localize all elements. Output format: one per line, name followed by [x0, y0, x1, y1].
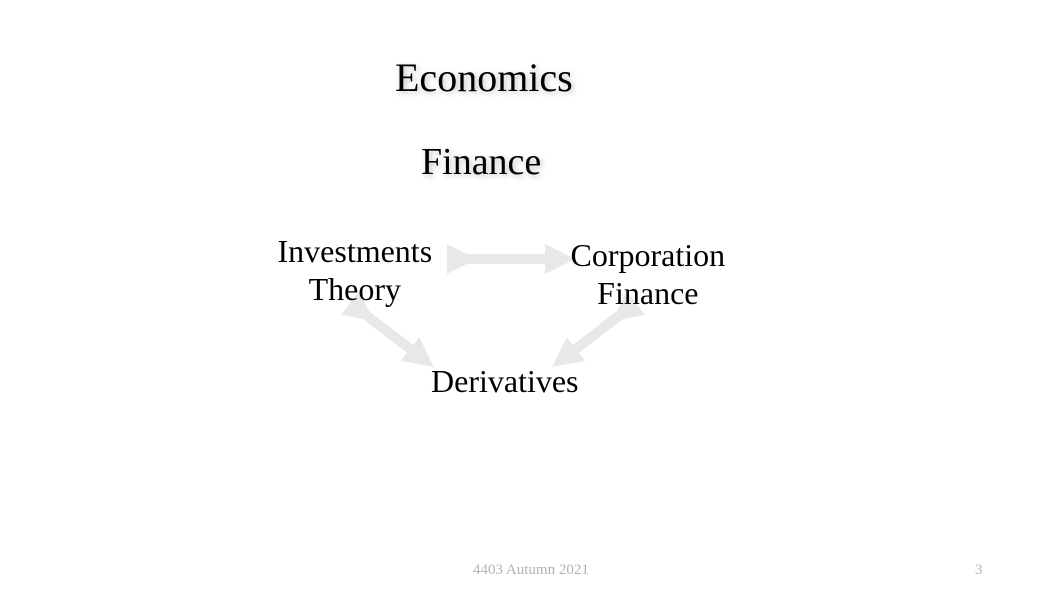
footer-course: 4403 Autumn 2021 [473, 562, 589, 579]
heading-economics: Economics [395, 54, 573, 102]
node-investments: Investments Theory [278, 232, 433, 309]
node-derivatives: Derivatives [431, 362, 579, 400]
node-corporation-finance: Corporation Finance [571, 236, 726, 313]
footer-page-number: 3 [975, 562, 983, 579]
heading-finance: Finance [421, 140, 541, 186]
